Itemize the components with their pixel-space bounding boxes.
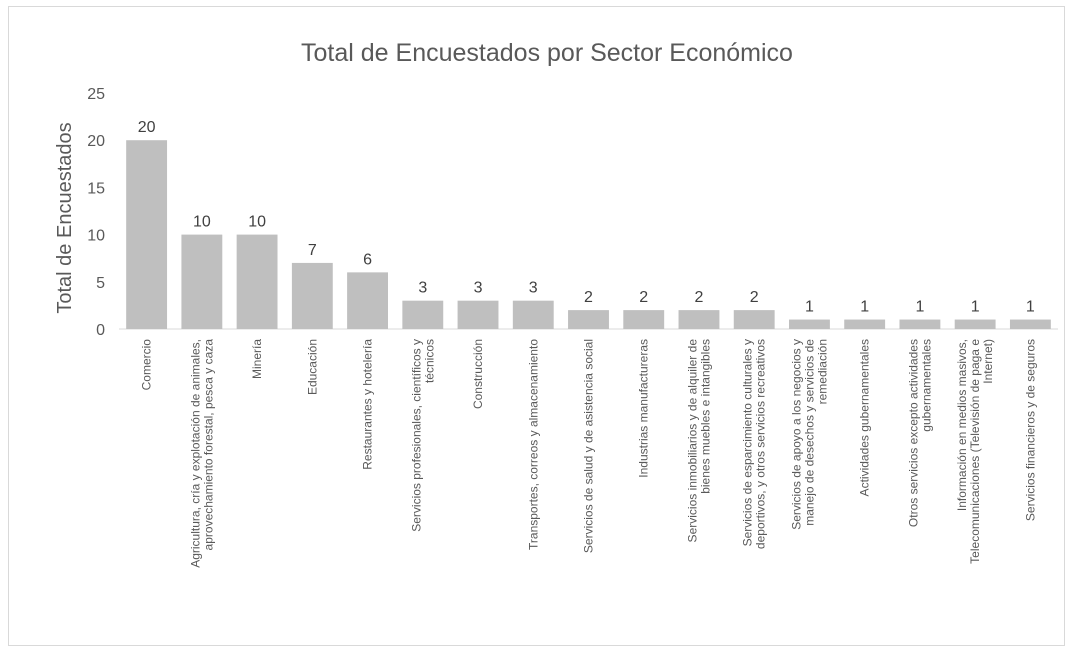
bar [954,319,996,329]
data-label: 2 [695,289,704,306]
x-tick-label-line: bienes muebles e intangibles [698,339,712,494]
data-label: 10 [193,214,211,231]
x-tick-label: Servicios inmobiliarios y de alquiler de… [685,339,712,543]
x-tick-label: Industrias manufactureras [637,339,651,478]
data-label: 2 [584,289,593,306]
x-tick-label: Transportes, correos y almacenamiento [526,339,540,550]
bar [457,300,499,329]
x-tick-label-line: Actividades gubernamentales [858,339,872,496]
bar-chart: Total de Encuestados por Sector Económic… [54,39,1058,568]
bar [402,300,444,329]
x-tick-label-line: Comercio [140,339,154,391]
x-tick-label-line: técnicos [422,339,436,383]
x-tick-label-line: Otros servicios excepto actividades [906,339,920,527]
x-tick-label-line: Servicios de apoyo a los negocios y [789,339,803,530]
y-tick-label: 5 [96,275,105,292]
x-tick-label-line: manejo de desechos y servicios de [802,339,816,526]
data-label: 1 [971,299,980,316]
data-label: 3 [474,280,483,297]
x-tick-label-line: aprovechamiento forestal, pesca y caza [201,339,215,551]
y-tick-label: 0 [96,322,105,339]
chart-area: Total de Encuestados por Sector Económic… [8,6,1065,646]
x-tick-label-line: Restaurantes y hotelería [361,339,375,470]
x-tick-label: Comercio [140,339,154,391]
data-label: 3 [529,280,538,297]
chart-title: Total de Encuestados por Sector Económic… [301,39,793,67]
data-label: 2 [750,289,759,306]
x-tick-label-line: Industrias manufactureras [637,339,651,478]
x-tick-label: Servicios de apoyo a los negocios ymanej… [789,339,829,530]
y-tick-label: 10 [87,228,105,245]
data-label: 3 [418,280,427,297]
x-tick-label-line: deportivos, y otros servicios recreativo… [754,339,768,549]
x-tick-label-line: Servicios de esparcimiento culturales y [741,339,755,546]
x-tick-label-line: Internet) [981,339,995,384]
x-tick-label: Agricultura, cría y explotación de anima… [188,339,215,568]
x-tick-label: Servicios profesionales, científicos yté… [409,339,436,532]
x-tick-label-line: Servicios financieros y de seguros [1023,339,1037,521]
x-tick-label: Educación [305,339,319,395]
data-label: 7 [308,242,317,259]
y-tick-label: 20 [87,133,105,150]
bar [899,319,941,329]
bar [347,272,388,329]
x-tick-label-line: Educación [305,339,319,395]
x-tick-label-line: Información en medios masivos, [955,339,969,511]
data-label: 10 [248,214,266,231]
bar [678,310,720,329]
bar [844,319,886,329]
plot-area: 0 5 10 15 20 25 20 Comercio 10 Agricultura, cría … [87,86,1058,568]
bar [623,310,665,329]
data-label: 2 [639,289,648,306]
x-tick-label-line: Servicios profesionales, científicos y [409,339,423,532]
bar [512,300,554,329]
y-tick-label: 15 [87,180,105,197]
data-label: 1 [1026,299,1035,316]
x-tick-label-line: Telecomunicaciones (Televisión de paga e [968,339,982,564]
x-tick-label: Servicios de esparcimiento culturales yd… [741,339,768,549]
bar [291,262,333,329]
data-label: 6 [363,251,372,268]
x-tick-label: Servicios financieros y de seguros [1023,339,1037,521]
data-label: 20 [138,119,156,136]
y-tick-label: 25 [87,86,105,103]
x-tick-label-line: remediación [815,339,829,404]
x-tick-label-line: Servicios inmobiliarios y de alquiler de [685,339,699,543]
data-label: 1 [915,299,924,316]
bar [733,310,775,329]
bar [126,140,168,329]
x-tick-label: Otros servicios excepto actividadesguber… [906,339,933,527]
x-tick-label-line: Minería [250,339,264,379]
bar [236,234,278,329]
x-tick-label-line: Agricultura, cría y explotación de anima… [188,339,202,568]
y-axis-label: Total de Encuestados [54,122,76,313]
x-tick-label: Actividades gubernamentales [858,339,872,496]
x-tick-label: Minería [250,339,264,379]
x-tick-label: Servicios de salud y de asistencia socia… [582,339,596,553]
x-tick-label: Construcción [471,339,485,409]
x-tick-label: Información en medios masivos,Telecomuni… [955,339,995,564]
x-tick-label: Restaurantes y hotelería [361,339,375,470]
x-tick-label-line: Transportes, correos y almacenamiento [526,339,540,550]
data-label: 1 [805,299,814,316]
data-label: 1 [860,299,869,316]
x-tick-label-line: gubernamentales [919,339,933,432]
bar [181,234,223,329]
x-tick-label-line: Construcción [471,339,485,409]
bar [568,310,609,329]
x-tick-label-line: Servicios de salud y de asistencia socia… [582,339,596,553]
bar [789,319,830,329]
bar [1009,319,1051,329]
